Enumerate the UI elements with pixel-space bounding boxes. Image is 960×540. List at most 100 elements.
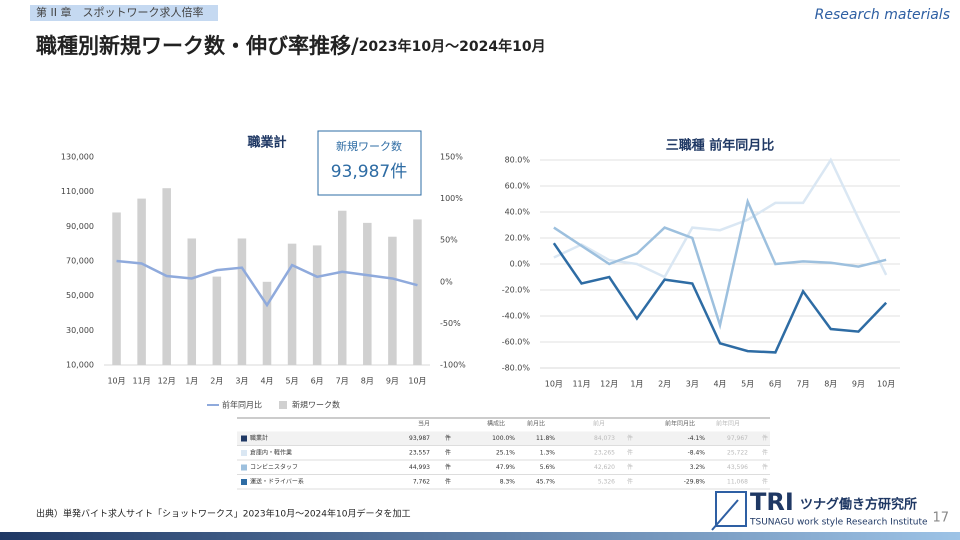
bar bbox=[262, 281, 272, 365]
table-cell: 件 bbox=[762, 478, 768, 486]
table-header: 前月 bbox=[593, 420, 605, 428]
x-tick-label: 5月 bbox=[286, 377, 299, 386]
bar bbox=[413, 219, 422, 365]
bar bbox=[237, 238, 247, 365]
callout-box bbox=[317, 130, 422, 196]
table-cell: 件 bbox=[445, 434, 451, 442]
bar bbox=[337, 210, 347, 365]
row-swatch bbox=[241, 450, 247, 456]
chapter-bg bbox=[30, 5, 218, 21]
y-tick-label: -80.0% bbox=[502, 364, 531, 373]
x-tick-label: 3月 bbox=[235, 377, 248, 386]
x-tick-label: 8月 bbox=[361, 377, 374, 386]
table-cell: 8.3% bbox=[500, 479, 516, 486]
bottom-band bbox=[0, 532, 960, 540]
bar bbox=[287, 243, 297, 365]
table-cell: 45.7% bbox=[536, 479, 555, 486]
table-cell: -4.1% bbox=[688, 435, 706, 442]
row-name: 職業計 bbox=[250, 434, 268, 442]
chart-title: 三職種 前年同月比 bbox=[666, 138, 775, 154]
y-tick-label: 30,000 bbox=[66, 326, 94, 335]
bar bbox=[187, 238, 197, 365]
x-tick-label: 10月 bbox=[107, 377, 125, 386]
bar bbox=[388, 236, 397, 365]
x-tick-label: 3月 bbox=[686, 380, 699, 389]
x-tick-label: 10月 bbox=[408, 377, 426, 386]
title-main: 職種別新規ワーク数・伸び率推移/ bbox=[36, 34, 359, 58]
y2-tick-label: 150% bbox=[440, 153, 463, 162]
x-tick-label: 2月 bbox=[210, 377, 223, 386]
x-tick-label: 6月 bbox=[311, 377, 324, 386]
row-name: 運送・ドライバー系 bbox=[250, 478, 304, 486]
bar bbox=[137, 198, 146, 365]
x-tick-label: 7月 bbox=[797, 380, 810, 389]
table-cell: 25,722 bbox=[727, 450, 748, 457]
row-swatch bbox=[241, 479, 247, 485]
x-tick-label: 10月 bbox=[877, 380, 895, 389]
table-cell: 42,620 bbox=[594, 464, 615, 471]
line bbox=[553, 157, 888, 279]
callout-value: 93,987件 bbox=[331, 162, 407, 182]
y-tick-label: 60.0% bbox=[505, 182, 531, 191]
logo-text: TRI bbox=[750, 488, 794, 516]
table-cell: 件 bbox=[762, 463, 768, 471]
table-cell: 件 bbox=[627, 434, 633, 442]
title-period: 2023年10月～2024年10月 bbox=[359, 38, 546, 55]
table-cell: 43,596 bbox=[727, 464, 748, 471]
y-tick-label: 90,000 bbox=[66, 222, 94, 231]
table-cell: 100.0% bbox=[492, 435, 515, 442]
source: 出典）単発バイト求人サイト「ショットワークス」2023年10月～2024年10月… bbox=[36, 508, 410, 520]
table-cell: 件 bbox=[445, 449, 451, 457]
table-cell: 7,762 bbox=[413, 479, 430, 486]
logo-icon bbox=[715, 491, 747, 527]
x-tick-label: 1月 bbox=[185, 377, 198, 386]
legend-swatch bbox=[279, 401, 287, 409]
y-tick-label: 50,000 bbox=[66, 291, 94, 300]
table-cell: 件 bbox=[627, 478, 633, 486]
x-tick-label: 12月 bbox=[158, 377, 176, 386]
table-header: 当月 bbox=[418, 420, 430, 428]
legend-label: 新規ワーク数 bbox=[292, 400, 340, 410]
chart-title: 職業計 bbox=[247, 135, 286, 151]
x-tick-label: 11月 bbox=[572, 380, 590, 389]
y-tick-label: 10,000 bbox=[66, 361, 94, 370]
table-cell: 件 bbox=[627, 449, 633, 457]
y2-tick-label: 0% bbox=[440, 277, 453, 286]
table-header: 前年同月比 bbox=[665, 420, 695, 428]
table-cell: 84,073 bbox=[594, 435, 615, 442]
y-tick-label: 110,000 bbox=[61, 187, 94, 196]
table-cell: 11.8% bbox=[536, 435, 555, 442]
table-cell: 25.1% bbox=[496, 450, 515, 457]
table-cell: 件 bbox=[762, 449, 768, 457]
line bbox=[116, 259, 418, 308]
y-tick-label: -60.0% bbox=[502, 338, 531, 347]
tag: Research materials bbox=[815, 7, 950, 23]
x-tick-label: 11月 bbox=[133, 377, 151, 386]
logo-icon-line bbox=[711, 499, 739, 531]
y-tick-label: 70,000 bbox=[66, 257, 94, 266]
table-cell: -8.4% bbox=[688, 450, 706, 457]
x-tick-label: 12月 bbox=[600, 380, 618, 389]
chapter: 第 II 章 スポットワーク求人倍率 bbox=[36, 5, 203, 19]
x-tick-label: 9月 bbox=[852, 380, 865, 389]
bar bbox=[312, 245, 322, 365]
x-tick-label: 2月 bbox=[658, 380, 671, 389]
table-cell: 件 bbox=[445, 463, 451, 471]
row-swatch bbox=[241, 435, 247, 442]
y2-tick-label: -50% bbox=[440, 319, 461, 328]
y-tick-label: -20.0% bbox=[502, 286, 531, 295]
row-name: 倉庫内・軽作業 bbox=[250, 449, 292, 457]
table-cell: 47.9% bbox=[496, 464, 515, 471]
table-cell: 3.2% bbox=[690, 464, 706, 471]
table-cell: 23,265 bbox=[594, 450, 615, 457]
table-cell: 97,967 bbox=[727, 435, 748, 442]
row-swatch bbox=[241, 464, 247, 471]
y-tick-label: 20.0% bbox=[505, 234, 531, 243]
table-cell: 5,326 bbox=[598, 479, 615, 486]
y-tick-label: 40.0% bbox=[505, 208, 531, 217]
bar bbox=[363, 222, 372, 365]
x-tick-label: 7月 bbox=[336, 377, 349, 386]
x-tick-label: 8月 bbox=[824, 380, 837, 389]
table-cell: 44,993 bbox=[409, 464, 430, 471]
y-tick-label: 0.0% bbox=[510, 260, 531, 269]
